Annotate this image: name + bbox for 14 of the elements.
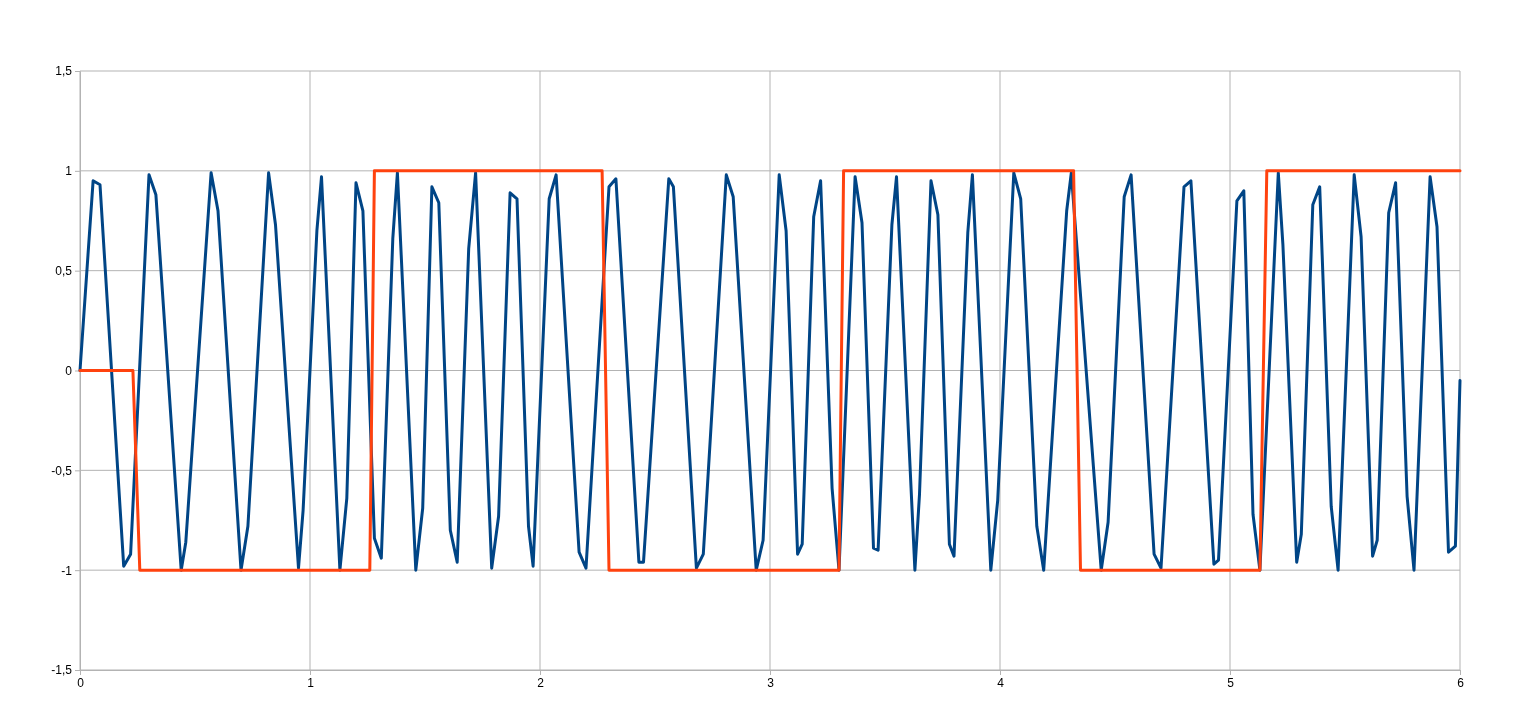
y-tick-label: -1 [61, 563, 73, 578]
y-tick-label: -0,5 [51, 463, 73, 478]
y-tick-label: 1,5 [55, 64, 73, 79]
x-tick-label: 0 [77, 675, 85, 690]
y-tick-label: -1,5 [51, 663, 73, 678]
y-tick-label: 0 [65, 363, 73, 378]
x-tick-label: 4 [997, 675, 1005, 690]
x-tick-label: 6 [1457, 675, 1465, 690]
y-tick-label: 1 [65, 164, 73, 179]
x-tick-label: 5 [1227, 675, 1235, 690]
x-tick-label: 2 [537, 675, 545, 690]
x-tick-label: 1 [307, 675, 315, 690]
x-tick-label: 3 [767, 675, 775, 690]
y-tick-label: 0,5 [55, 264, 73, 279]
